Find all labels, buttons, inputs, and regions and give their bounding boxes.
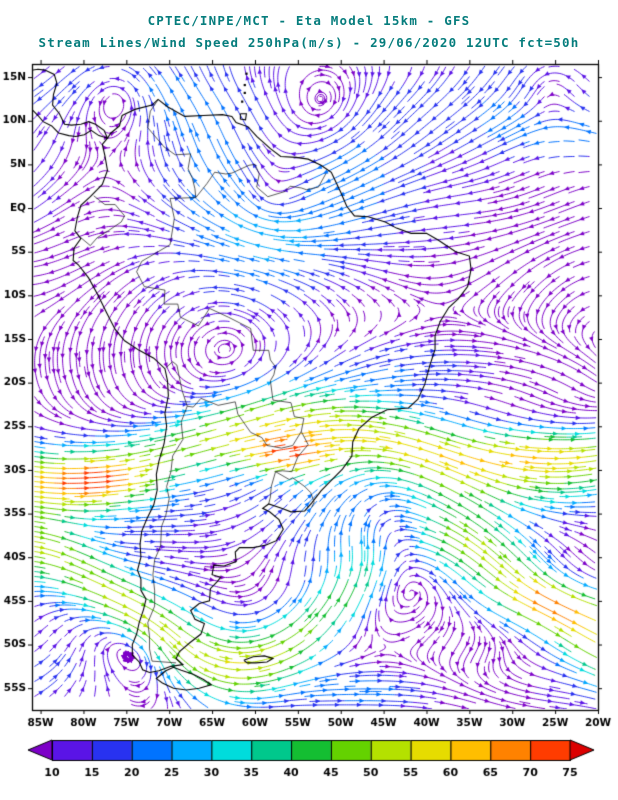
chart-header: CPTEC/INPE/MCT - Eta Model 15km - GFS St… bbox=[0, 6, 618, 49]
wind-speed-colorbar-canvas bbox=[0, 736, 618, 796]
chart-title-line1: CPTEC/INPE/MCT - Eta Model 15km - GFS bbox=[147, 13, 471, 28]
chart-title-line2: Stream Lines/Wind Speed 250hPa(m/s) - 29… bbox=[38, 34, 580, 50]
streamline-map-canvas bbox=[0, 56, 618, 736]
